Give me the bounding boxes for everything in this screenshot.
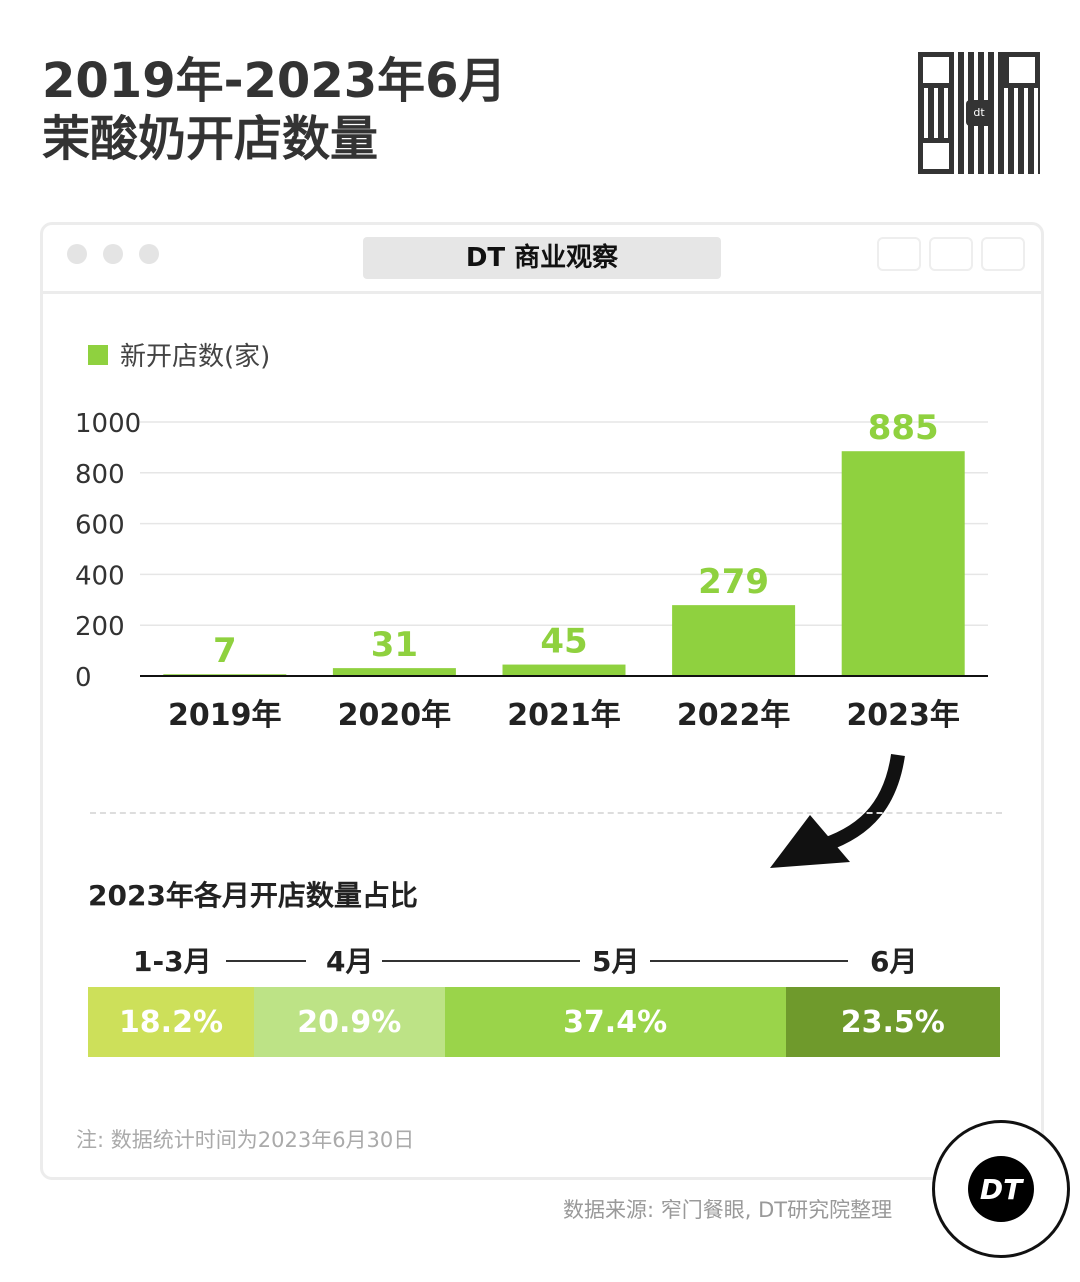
segment-connector: [226, 960, 306, 962]
data-label: 279: [698, 562, 769, 602]
x-tick-label: 2022年: [677, 698, 791, 733]
title-line-2: 茉酸奶开店数量: [42, 111, 379, 167]
share-icon: [929, 237, 973, 271]
qr-code: dt: [918, 52, 1040, 174]
record-icon: [877, 237, 921, 271]
segment-3: 37.4%: [444, 987, 786, 1057]
data-label: 45: [540, 622, 587, 662]
segment-label: 4月: [326, 945, 374, 978]
page-title: 2019年-2023年6月 茉酸奶开店数量: [42, 52, 507, 168]
segment-label: 5月: [592, 945, 640, 978]
title-line-1: 2019年-2023年6月: [42, 53, 507, 109]
data-source: 数据来源: 窄门餐眼, DT研究院整理: [563, 1198, 893, 1222]
stacked-percentage-bar: 18.2% 20.9% 37.4% 23.5%: [88, 987, 1000, 1057]
bar: [841, 451, 965, 676]
y-tick-label: 1000: [75, 409, 141, 439]
legend-swatch: [88, 344, 108, 365]
segment-4: 23.5%: [785, 987, 1000, 1057]
section-divider: [90, 812, 1002, 814]
close-icon: [67, 244, 87, 264]
y-tick-label: 800: [75, 460, 125, 490]
dt-logo: DT: [932, 1120, 1070, 1258]
segment-connector: [650, 960, 848, 962]
data-label: 885: [868, 408, 939, 448]
arrow-icon: [770, 753, 905, 868]
segment-label: 1-3月: [133, 945, 212, 978]
breakdown-title: 2023年各月开店数量占比: [88, 879, 418, 912]
y-tick-label: 400: [75, 561, 125, 591]
bar: [332, 668, 456, 676]
bar: [502, 664, 626, 676]
x-tick-label: 2020年: [338, 698, 452, 733]
x-tick-label: 2019年: [168, 698, 282, 733]
chart-legend: 新开店数(家): [88, 336, 270, 373]
y-tick-label: 200: [75, 612, 125, 642]
minimize-icon: [103, 244, 123, 264]
data-label: 7: [213, 631, 237, 671]
segment-1: 18.2%: [88, 987, 254, 1057]
x-tick-label: 2021年: [507, 698, 621, 733]
y-tick-label: 600: [75, 511, 125, 541]
data-label: 31: [371, 625, 418, 665]
segment-connector: [382, 960, 580, 962]
copy-icon: [981, 237, 1025, 271]
legend-label: 新开店数(家): [120, 342, 271, 372]
browser-window-frame: DT 商业观察: [40, 222, 1044, 1180]
footnote: 注: 数据统计时间为2023年6月30日: [76, 1128, 415, 1152]
segment-2: 20.9%: [253, 987, 445, 1057]
bar: [672, 605, 796, 676]
window-titlebar: DT 商业观察: [43, 225, 1041, 294]
segment-label: 6月: [870, 945, 918, 978]
bar-chart: 0 200 400 600 800 1000 7 2019年 31 2020年 45 2021年 279…: [75, 408, 988, 733]
maximize-icon: [139, 244, 159, 264]
y-tick-label: 0: [75, 663, 92, 693]
x-tick-label: 2023年: [846, 698, 960, 733]
window-title: DT 商业观察: [363, 237, 721, 279]
